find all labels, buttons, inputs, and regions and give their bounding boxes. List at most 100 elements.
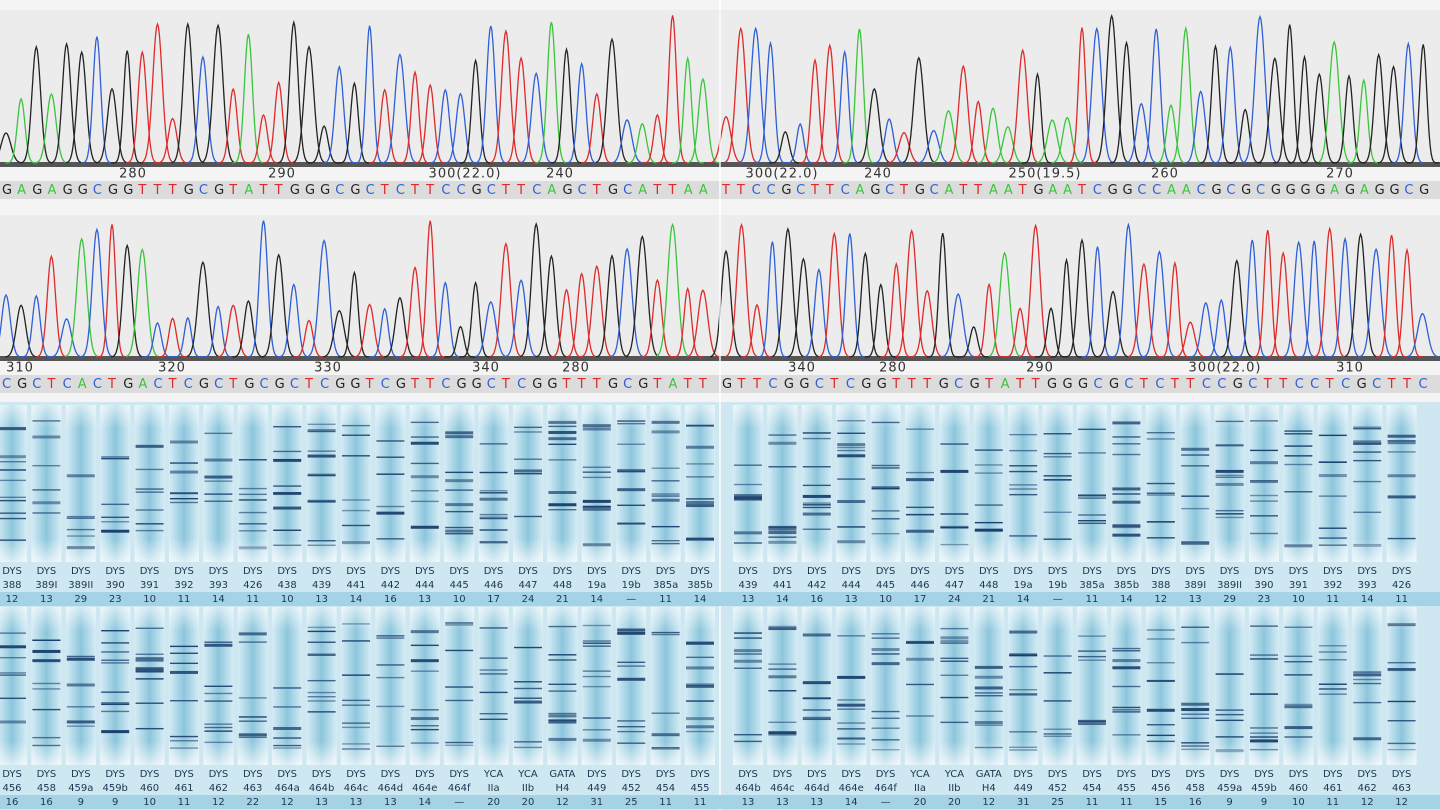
lane-fade bbox=[767, 607, 798, 765]
lane-fade bbox=[134, 405, 165, 562]
lane-locus: YCA bbox=[909, 769, 930, 780]
trace-peak bbox=[383, 53, 417, 164]
lane-fade bbox=[650, 405, 681, 562]
trace-peak bbox=[1080, 26, 1114, 164]
lane-locus: GATA bbox=[549, 769, 575, 780]
lane-locus: DYS bbox=[656, 769, 676, 780]
lane-locus: DYS bbox=[690, 769, 710, 780]
lane-locus: DYS bbox=[945, 566, 965, 577]
lane-marker: 385a bbox=[653, 580, 678, 591]
trace-peak bbox=[232, 299, 265, 358]
trace-peak bbox=[610, 119, 644, 164]
trace-peak bbox=[843, 28, 876, 164]
trace-peak bbox=[80, 227, 114, 358]
position-label: 280 bbox=[879, 361, 907, 376]
trace-peak bbox=[1362, 52, 1395, 164]
trace-peak bbox=[1377, 64, 1410, 164]
lane-allele: 17 bbox=[914, 594, 927, 605]
lane-locus: DYS bbox=[1151, 566, 1171, 577]
lane-fade bbox=[1214, 607, 1245, 765]
trace-peak bbox=[1110, 40, 1143, 164]
trace-peak bbox=[171, 316, 204, 358]
trace-peak bbox=[991, 125, 1024, 164]
trace-peak bbox=[656, 15, 689, 164]
lane-allele: 12 bbox=[556, 797, 569, 808]
lane-fade bbox=[801, 607, 832, 765]
lane-fade bbox=[547, 607, 578, 765]
lane-marker: 446 bbox=[910, 580, 929, 591]
trace-peak bbox=[1169, 25, 1202, 164]
lane-fade bbox=[1283, 607, 1314, 765]
trace-peak bbox=[217, 304, 250, 358]
trace-peak bbox=[739, 26, 773, 163]
position-label: 330 bbox=[314, 361, 342, 376]
lane-allele: 29 bbox=[1223, 594, 1236, 605]
lane-locus: DYS bbox=[277, 769, 297, 780]
trace-peak bbox=[353, 303, 386, 358]
lane-locus: DYS bbox=[1289, 566, 1309, 577]
trace-peak bbox=[308, 125, 341, 164]
trace-peak bbox=[1006, 48, 1039, 164]
lane-locus: DYS bbox=[1323, 769, 1343, 780]
trace-peak bbox=[232, 34, 265, 164]
lane-allele: 14 bbox=[418, 797, 431, 808]
lane-locus: DYS bbox=[381, 566, 401, 577]
position-label: 310 bbox=[1336, 361, 1364, 376]
lane-allele: 15 bbox=[1154, 797, 1167, 808]
lane-fade bbox=[1386, 607, 1417, 765]
lane-marker: 385b bbox=[687, 580, 712, 591]
lane-fade bbox=[478, 405, 509, 562]
lane-allele: 11 bbox=[1120, 797, 1133, 808]
trace-peak bbox=[1019, 223, 1052, 358]
lane-fade bbox=[1214, 405, 1245, 562]
lane-allele: 14 bbox=[1120, 594, 1133, 605]
lane-allele: 13 bbox=[384, 797, 397, 808]
trace-peak bbox=[489, 241, 523, 358]
trace-peak bbox=[565, 61, 598, 164]
lane-marker: 389I bbox=[35, 580, 57, 591]
lane-marker: 459b bbox=[102, 783, 127, 794]
trace-peak bbox=[1375, 235, 1408, 358]
lane-fade bbox=[1180, 607, 1211, 765]
lane-locus: DYS bbox=[841, 566, 861, 577]
lane-allele: 11 bbox=[1086, 594, 1099, 605]
lane-locus: DYS bbox=[1185, 566, 1205, 577]
lane-marker: 391 bbox=[1289, 580, 1308, 591]
lane-allele: 9 bbox=[1261, 797, 1267, 808]
lane-marker: 391 bbox=[140, 580, 159, 591]
lane-locus: DYS bbox=[807, 769, 827, 780]
lane-fade bbox=[203, 607, 234, 765]
lane-marker: 463 bbox=[243, 783, 262, 794]
trace-peak bbox=[444, 325, 477, 358]
trace-peak bbox=[895, 228, 928, 358]
lane-fade bbox=[31, 405, 62, 562]
trace-peak bbox=[595, 253, 629, 358]
trace-peak bbox=[1392, 41, 1425, 164]
trace-peak bbox=[932, 109, 965, 164]
lane-allele: 11 bbox=[246, 594, 259, 605]
position-label: 270 bbox=[1326, 167, 1354, 182]
lane-locus: DYS bbox=[587, 566, 607, 577]
trace-peak bbox=[686, 289, 720, 358]
lane-fade bbox=[237, 607, 268, 765]
lane-fade bbox=[409, 405, 440, 562]
trace-peak bbox=[977, 107, 1009, 164]
position-label: 300(22.0) bbox=[746, 167, 819, 182]
lane-marker: 459b bbox=[1251, 783, 1276, 794]
lane-allele: 11 bbox=[694, 797, 707, 808]
lane-allele: 29 bbox=[74, 594, 87, 605]
trace-peak bbox=[338, 270, 371, 358]
lane-fade bbox=[1008, 405, 1039, 562]
lane-fade bbox=[905, 405, 935, 562]
lane-fade bbox=[939, 405, 970, 562]
trace-peak bbox=[50, 318, 83, 358]
trace-peak bbox=[429, 88, 462, 164]
lane-fade bbox=[939, 607, 970, 765]
lane-allele: 10 bbox=[453, 594, 466, 605]
position-label: 340 bbox=[472, 361, 500, 376]
trace-peak bbox=[277, 282, 310, 358]
trace-peak bbox=[1154, 104, 1188, 164]
trace-peak bbox=[671, 286, 704, 358]
lane-allele: 12 bbox=[281, 797, 294, 808]
lane-fade bbox=[1283, 405, 1314, 562]
